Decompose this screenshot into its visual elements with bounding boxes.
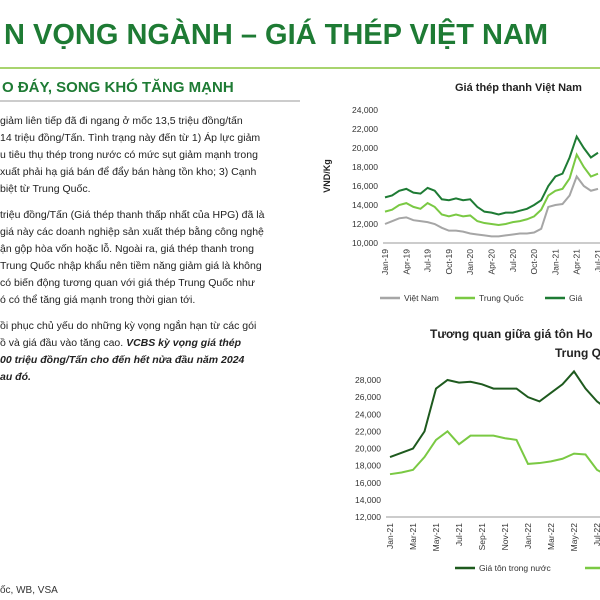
y-tick-label: 16,000 bbox=[352, 181, 378, 191]
text-line: u tiêu thụ thép trong nước có mức sụt gi… bbox=[0, 149, 258, 161]
series-line bbox=[384, 174, 599, 238]
source: ốc, WB, VSA bbox=[0, 584, 58, 596]
y-tick-label: 18,000 bbox=[352, 162, 378, 172]
y-tick-label: 20,000 bbox=[352, 143, 378, 153]
y-tick-label: 16,000 bbox=[355, 478, 381, 488]
y-tick-label: 22,000 bbox=[352, 124, 378, 134]
x-tick-label: Nov-21 bbox=[500, 523, 510, 551]
series-line bbox=[384, 134, 599, 216]
y-tick-label: 18,000 bbox=[355, 461, 381, 471]
x-tick-label: Jan-21 bbox=[550, 249, 560, 275]
text-line: ồi phục chủ yếu do những kỳ vọng ngắn hạ… bbox=[0, 319, 256, 332]
y-tick-label: 12,000 bbox=[355, 512, 381, 522]
text-line: có biến động tương quan với giá thép Tru… bbox=[0, 277, 255, 289]
series-line bbox=[384, 152, 599, 226]
x-tick-label: Mar-22 bbox=[546, 523, 556, 550]
y-tick-label: 12,000 bbox=[352, 219, 378, 229]
x-tick-label: Jan-21 bbox=[385, 523, 395, 549]
x-tick-label: Jul-21 bbox=[593, 249, 600, 272]
text-line: 14 triệu đồng/Tấn. Tình trạng này đến từ… bbox=[0, 131, 260, 144]
text-line: ồ và giá đầu vào tăng cao. VCBS kỳ vọng … bbox=[0, 337, 242, 349]
x-tick-label: May-22 bbox=[569, 523, 579, 552]
y-tick-label: 10,000 bbox=[352, 238, 378, 248]
x-tick-label: Jan-20 bbox=[465, 249, 475, 275]
text-line: Trung Quốc nhập khẩu nên tiềm năng giảm … bbox=[0, 260, 262, 272]
text-run: ồ và giá đầu vào tăng cao. bbox=[0, 337, 126, 349]
x-tick-label: Mar-21 bbox=[408, 523, 418, 550]
text-line: ó có thể tăng giá mạnh trong thời gian t… bbox=[0, 294, 195, 306]
y-tick-label: 20,000 bbox=[355, 444, 381, 454]
text-run: VCBS kỳ vọng giá thép bbox=[126, 337, 242, 349]
legend-label: Việt Nam bbox=[404, 293, 439, 303]
legend-label: Giá bbox=[569, 293, 583, 303]
text-line: au đó. bbox=[0, 371, 31, 383]
chart-title: Giá thép thanh Việt Nam bbox=[455, 82, 582, 94]
text-line: xuất phải hạ giá bán để đẩy bán hàng tồn… bbox=[0, 166, 256, 178]
x-tick-label: Oct-20 bbox=[529, 249, 539, 275]
chart: Giá thép thanh Việt Nam VND/Kg 10,000 12,00… bbox=[322, 82, 600, 303]
y-tick-label: 14,000 bbox=[352, 200, 378, 210]
y-tick-label: 24,000 bbox=[355, 409, 381, 419]
y-tick-label: 26,000 bbox=[355, 392, 381, 402]
y-axis-label: VND/Kg bbox=[322, 159, 332, 193]
chart-title: Trung Q bbox=[555, 346, 600, 360]
x-tick-label: Apr-19 bbox=[401, 249, 411, 275]
legend-label: Giá tôn trong nước bbox=[479, 563, 551, 573]
x-tick-label: Apr-20 bbox=[487, 249, 497, 275]
chart-title: Tương quan giữa giá tôn Ho bbox=[430, 327, 593, 341]
y-tick-label: 22,000 bbox=[355, 426, 381, 436]
chart: Tương quan giữa giá tôn Ho Trung Q 12,000 1… bbox=[355, 327, 600, 573]
y-tick-label: 14,000 bbox=[355, 495, 381, 505]
text-line: 00 triệu đồng/Tấn cho đến hết nửa đầu nă… bbox=[0, 354, 245, 366]
series-line bbox=[389, 430, 600, 476]
text-line: biệt từ Trung Quốc. bbox=[0, 183, 91, 195]
x-tick-label: Apr-21 bbox=[572, 249, 582, 275]
series-line bbox=[389, 369, 600, 459]
x-tick-label: Jul-19 bbox=[423, 249, 433, 272]
text-line: triệu đồng/Tấn (Giá thép thanh thấp nhất… bbox=[0, 209, 265, 221]
text-line: giảm liên tiếp đã đi ngang ở mốc 13,5 tr… bbox=[0, 115, 243, 127]
x-tick-label: May-21 bbox=[431, 523, 441, 552]
x-tick-label: Oct-19 bbox=[444, 249, 454, 275]
section-heading: O ĐÁY, SONG KHÓ TĂNG MẠNH bbox=[2, 78, 234, 96]
y-tick-label: 28,000 bbox=[355, 375, 381, 385]
y-tick-label: 24,000 bbox=[352, 105, 378, 115]
x-tick-label: Jul-20 bbox=[508, 249, 518, 272]
body-text: giảm liên tiếp đã đi ngang ở mốc 13,5 tr… bbox=[0, 115, 265, 383]
text-line: ận gộp hòa vốn hoặc lỗ. Ngoài ra, giá th… bbox=[0, 242, 254, 255]
x-tick-label: Jul-21 bbox=[454, 523, 464, 546]
x-tick-label: Sep-21 bbox=[477, 523, 487, 551]
x-tick-label: Jan-19 bbox=[380, 249, 390, 275]
legend-label: Trung Quốc bbox=[479, 293, 524, 303]
x-tick-label: Jan-22 bbox=[523, 523, 533, 549]
header-title: N VỌNG NGÀNH – GIÁ THÉP VIỆT NAM bbox=[4, 17, 548, 51]
text-line: giá này các doanh nghiệp sản xuất thép b… bbox=[0, 225, 264, 238]
x-tick-label: Jul-22 bbox=[592, 523, 600, 546]
